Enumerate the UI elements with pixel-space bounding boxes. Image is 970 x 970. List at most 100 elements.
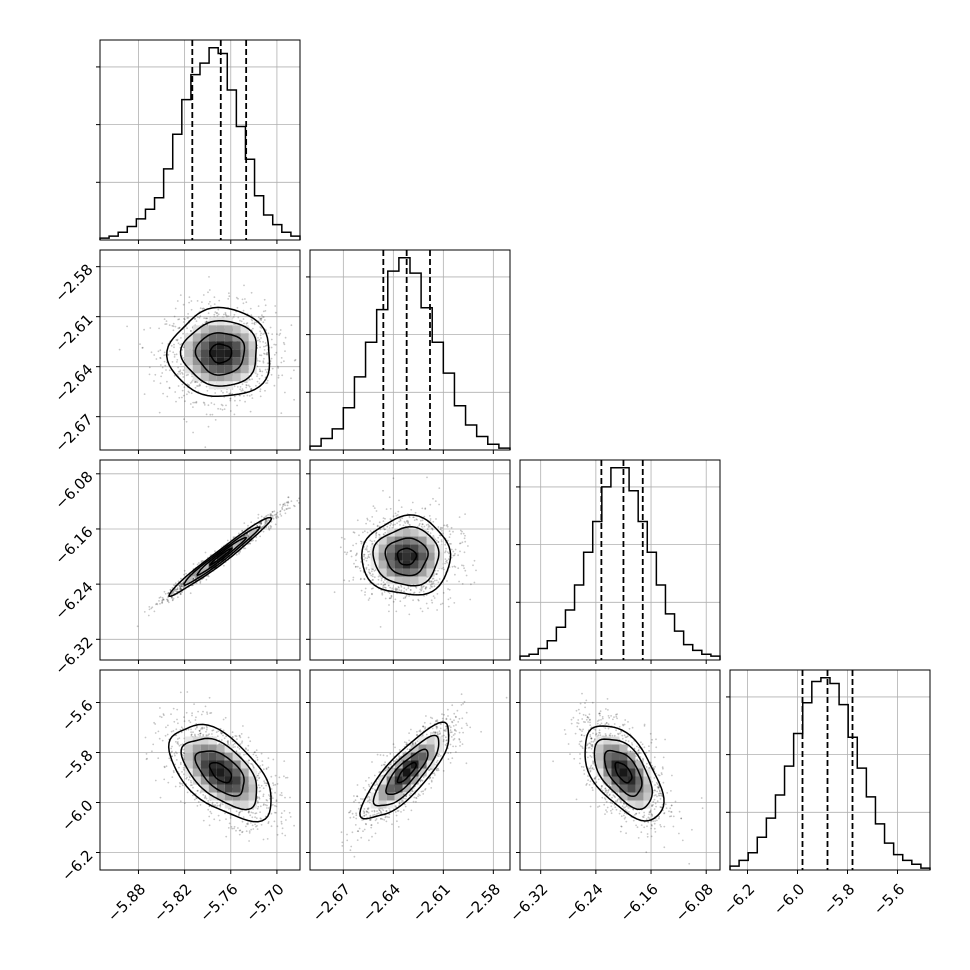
sample-point <box>214 804 217 806</box>
density-cell <box>232 768 241 777</box>
sample-point <box>266 351 269 354</box>
sample-point <box>273 514 276 516</box>
sample-point <box>247 736 250 739</box>
sample-point <box>205 320 208 323</box>
sample-point <box>423 595 425 597</box>
sample-point <box>263 524 266 527</box>
sample-point <box>181 784 184 787</box>
sample-point <box>293 824 295 827</box>
contour-line-1 <box>180 737 258 811</box>
sample-point <box>405 520 408 523</box>
sample-point <box>281 508 284 511</box>
sample-point <box>177 366 180 369</box>
sample-point <box>271 797 274 799</box>
sample-point <box>201 307 204 310</box>
sample-point <box>284 512 287 515</box>
density-cell <box>192 744 201 753</box>
sample-point <box>170 597 173 599</box>
sample-point <box>264 521 266 524</box>
density-cell <box>216 752 225 761</box>
sample-point <box>195 582 198 584</box>
sample-point <box>181 583 183 586</box>
density-cell <box>208 744 217 753</box>
sample-point <box>269 326 272 329</box>
sample-point <box>259 527 262 530</box>
sample-point <box>257 774 260 777</box>
sample-point <box>158 411 161 414</box>
density-cell <box>192 768 201 777</box>
sample-point <box>241 383 244 386</box>
sample-point <box>247 811 250 814</box>
sample-point <box>265 371 268 373</box>
sample-point <box>158 600 160 602</box>
sample-point <box>182 586 185 589</box>
sample-point <box>170 730 173 733</box>
sample-point <box>411 501 414 504</box>
sample-point <box>266 838 269 840</box>
sample-point <box>419 588 422 591</box>
sample-point <box>175 339 178 341</box>
sample-point <box>186 791 189 794</box>
sample-point <box>255 812 258 814</box>
sample-point <box>162 598 165 601</box>
sample-point <box>181 349 184 351</box>
sample-point <box>239 810 242 813</box>
sample-point <box>151 606 154 609</box>
sample-point <box>404 522 407 524</box>
sample-point <box>260 522 263 525</box>
density-cell <box>240 800 249 809</box>
sample-point <box>183 344 186 346</box>
sample-point <box>286 501 289 504</box>
sample-point <box>196 576 198 578</box>
sample-point <box>181 373 184 375</box>
sample-point <box>214 392 217 394</box>
sample-point <box>256 524 258 527</box>
sample-point <box>177 342 180 345</box>
sample-point <box>235 553 238 556</box>
sample-point <box>287 496 290 499</box>
sample-point <box>257 316 260 319</box>
density-cell <box>232 357 241 366</box>
sample-point <box>256 359 259 362</box>
sample-point <box>265 352 268 355</box>
sample-point <box>274 305 277 307</box>
sample-point <box>162 599 165 601</box>
density-cell <box>232 373 241 382</box>
sample-point <box>367 564 370 566</box>
sample-point <box>282 503 285 506</box>
sample-point <box>249 542 252 545</box>
sample-point <box>428 515 431 517</box>
sample-point <box>204 446 207 449</box>
sample-point <box>187 390 190 393</box>
sample-point <box>256 779 259 782</box>
sample-point <box>188 301 191 304</box>
sample-point <box>365 566 368 569</box>
sample-point <box>207 425 210 428</box>
sample-point <box>194 576 197 579</box>
sample-point <box>186 393 188 396</box>
sample-point <box>246 823 248 825</box>
sample-point <box>343 579 346 582</box>
density-cell <box>216 357 225 366</box>
sample-point <box>250 521 253 524</box>
sample-point <box>217 407 220 410</box>
sample-point <box>256 375 258 378</box>
sample-point <box>211 413 214 416</box>
sample-point <box>200 381 203 384</box>
sample-point <box>159 349 162 352</box>
sample-point <box>283 775 285 778</box>
density-cell <box>240 792 249 801</box>
sample-point <box>199 580 202 583</box>
sample-point <box>214 419 217 421</box>
sample-point <box>245 386 248 389</box>
sample-point <box>171 596 174 599</box>
sample-point <box>366 557 369 560</box>
density-cell <box>200 568 209 577</box>
sample-point <box>260 522 263 524</box>
sample-point <box>260 319 262 322</box>
sample-point <box>260 752 263 755</box>
sample-point <box>229 392 232 395</box>
sample-point <box>205 578 208 581</box>
sample-point <box>262 321 265 324</box>
sample-point <box>166 600 169 602</box>
